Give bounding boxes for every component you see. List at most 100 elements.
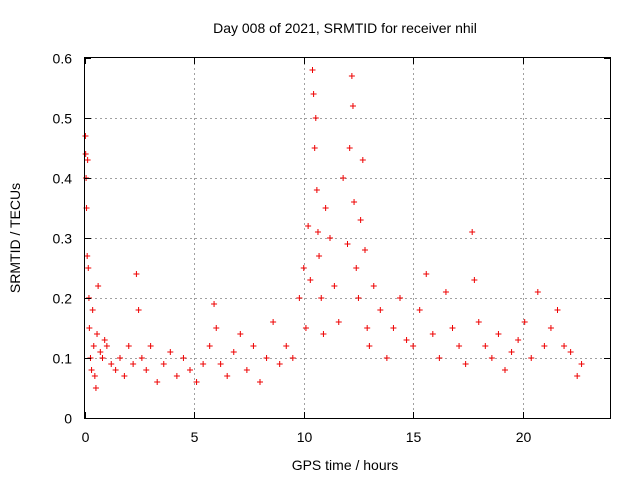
data-point: [311, 145, 318, 151]
data-point: [313, 187, 320, 193]
plot-frame: [84, 57, 611, 419]
data-point: [528, 355, 535, 361]
data-point: [449, 325, 456, 331]
data-point: [574, 373, 581, 379]
data-point: [270, 319, 277, 325]
axis-ticks: 0 0.1 0.2 0.3 0.4 0.5 0.6 0 5 10 15 20: [53, 51, 610, 445]
data-point: [475, 319, 482, 325]
x-tick-label: 10: [297, 429, 313, 445]
data-point: [82, 151, 89, 157]
data-point: [567, 349, 574, 355]
data-point: [200, 361, 207, 367]
data-point: [488, 355, 495, 361]
data-point: [351, 199, 358, 205]
data-point: [101, 337, 108, 343]
data-point: [112, 367, 119, 373]
data-point: [515, 337, 522, 343]
data-point: [348, 73, 355, 79]
data-point: [541, 343, 548, 349]
data-point: [495, 331, 502, 337]
data-point: [359, 157, 366, 163]
data-point: [340, 175, 347, 181]
data-point: [436, 355, 443, 361]
data-point: [84, 157, 91, 163]
y-tick-label: 0.1: [53, 351, 73, 367]
data-point: [302, 325, 309, 331]
data-point: [429, 331, 436, 337]
data-point: [133, 271, 140, 277]
data-point: [300, 265, 307, 271]
data-point: [349, 103, 356, 109]
data-point: [362, 247, 368, 253]
data-point: [138, 355, 145, 361]
data-point: [469, 229, 476, 235]
x-tick-label: 0: [82, 429, 90, 445]
data-point: [364, 325, 371, 331]
data-point: [322, 205, 329, 211]
data-point: [318, 295, 325, 301]
data-point: [346, 145, 353, 151]
data-point: [213, 325, 220, 331]
grid: [85, 58, 610, 418]
data-point: [578, 361, 585, 367]
data-point: [397, 295, 403, 301]
x-tick-label: 15: [406, 429, 422, 445]
data-point: [206, 343, 213, 349]
data-point: [121, 373, 128, 379]
y-tick-label: 0: [64, 411, 72, 427]
data-point: [91, 373, 98, 379]
data-point: [353, 265, 360, 271]
data-point: [97, 349, 104, 355]
data-point: [217, 361, 224, 367]
data-point: [416, 307, 423, 313]
data-point: [95, 283, 102, 289]
data-point: [237, 331, 244, 337]
data-point: [160, 361, 167, 367]
y-tick-label: 0.3: [53, 231, 73, 247]
data-point: [243, 367, 250, 373]
data-point: [90, 343, 97, 349]
data-point: [117, 355, 123, 361]
data-point: [521, 319, 528, 325]
data-point: [456, 343, 463, 349]
data-point: [89, 307, 96, 313]
data-point: [283, 343, 290, 349]
data-point: [327, 235, 333, 241]
data-point: [86, 325, 93, 331]
data-point: [357, 217, 364, 223]
data-point: [310, 91, 317, 97]
data-point: [307, 277, 314, 283]
data-point: [383, 355, 390, 361]
chart-title: Day 008 of 2021, SRMTID for receiver nhi…: [213, 20, 477, 36]
y-tick-label: 0.2: [53, 291, 73, 307]
data-point: [554, 307, 561, 313]
data-point: [316, 253, 323, 259]
data-point: [377, 307, 384, 313]
data-point: [355, 295, 362, 301]
data-point: [305, 223, 312, 229]
data-point: [230, 349, 237, 355]
data-point: [94, 331, 101, 337]
data-point: [309, 67, 316, 73]
data-point: [547, 325, 554, 331]
x-tick-label: 5: [191, 429, 199, 445]
data-point: [99, 355, 106, 361]
data-point: [263, 355, 270, 361]
data-point: [180, 355, 187, 361]
y-tick-label: 0.4: [53, 171, 73, 187]
data-point: [331, 283, 338, 289]
data-point: [82, 133, 89, 139]
data-point: [508, 349, 515, 355]
data-point: [211, 301, 218, 307]
data-point: [193, 379, 200, 385]
data-point: [250, 343, 257, 349]
data-point: [534, 289, 541, 295]
data-point: [423, 271, 430, 277]
data-point: [135, 307, 142, 313]
data-point: [403, 337, 410, 343]
data-point: [471, 277, 478, 283]
data-point: [224, 373, 231, 379]
data-point: [314, 229, 321, 235]
data-point: [154, 379, 161, 385]
